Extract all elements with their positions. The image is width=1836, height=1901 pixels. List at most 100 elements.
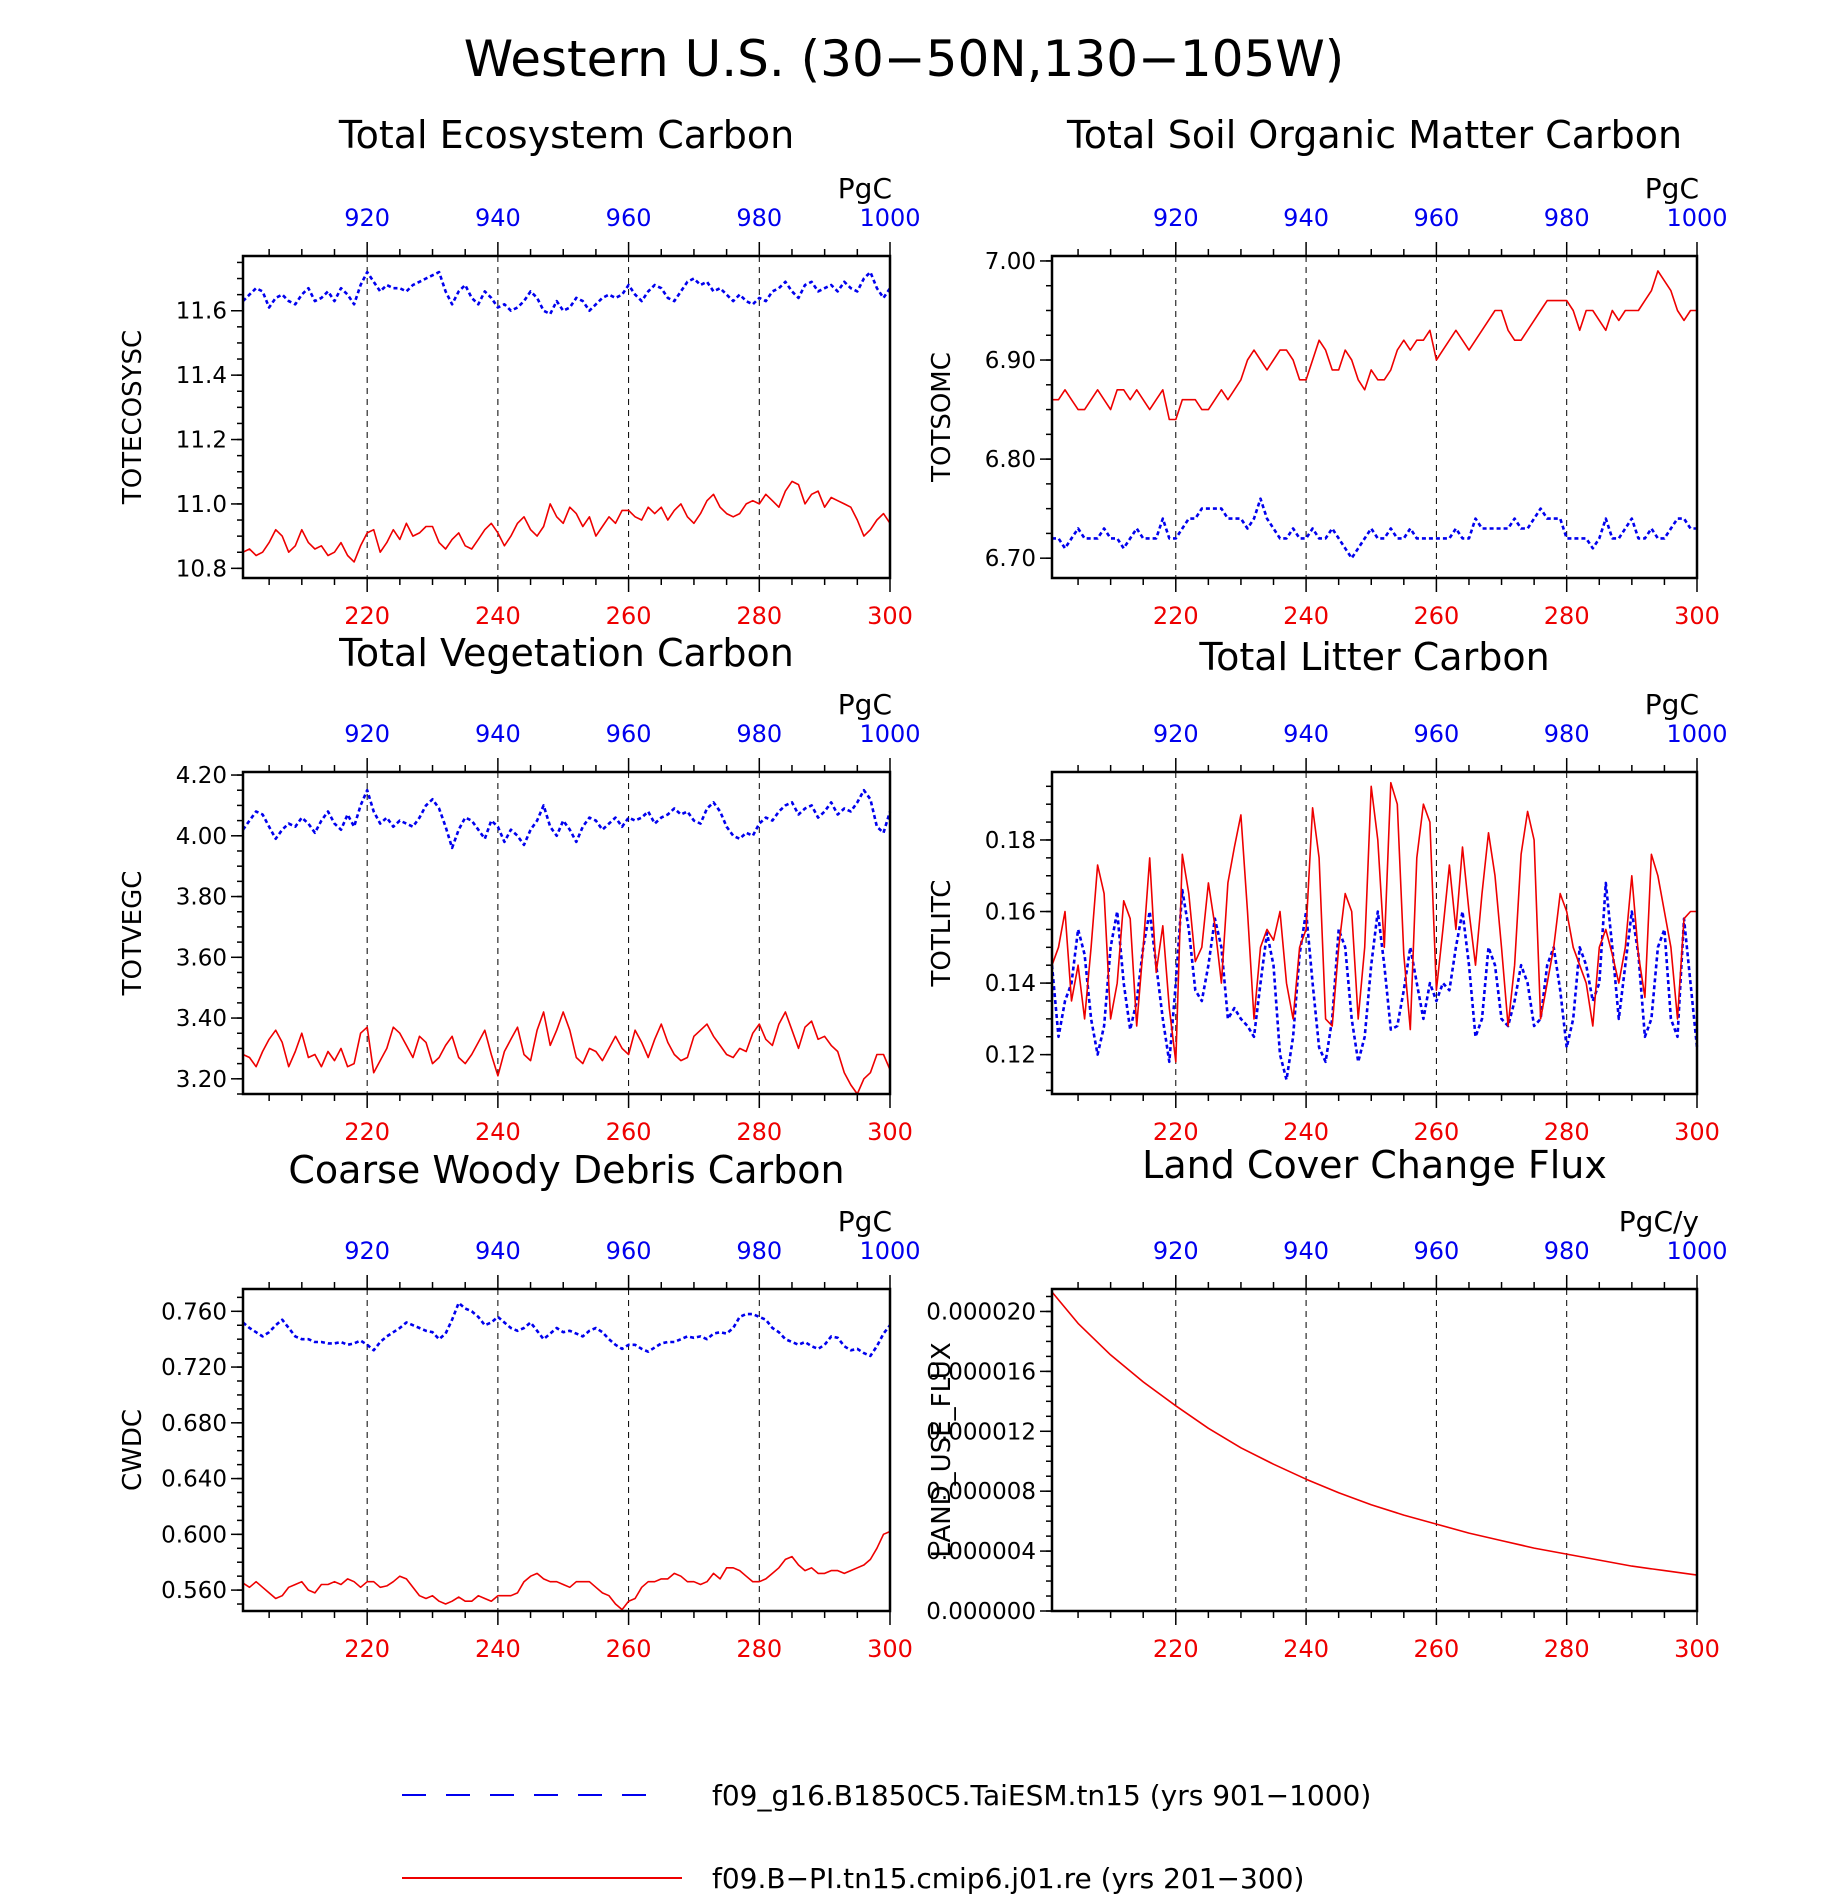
x-tick-label-bottom: 300 — [867, 1118, 913, 1146]
plot-frame — [241, 770, 892, 1096]
units-label: PgC/y — [1619, 1205, 1699, 1238]
figure-title: Western U.S. (30−50N,130−105W) — [464, 30, 1345, 88]
x-tick-label-bottom: 220 — [1153, 1635, 1199, 1663]
y-tick-label: 0.000012 — [926, 1419, 1036, 1445]
panel-5: Coarse Woody Debris Carbon PgC 220 240 260 28… — [118, 1148, 921, 1663]
x-tick-label-bottom: 220 — [1153, 1118, 1199, 1146]
x-tick-label-top: 1000 — [1666, 204, 1727, 232]
panel-title: Total Vegetation Carbon — [338, 631, 794, 675]
x-tick-label-top: 920 — [1153, 204, 1199, 232]
y-tick-label: 4.00 — [176, 824, 227, 850]
x-tick-label-bottom: 280 — [1544, 1118, 1590, 1146]
y-tick-label: 0.000020 — [926, 1299, 1036, 1325]
series-line-red — [1051, 1291, 1698, 1576]
y-tick-label: 0.760 — [161, 1299, 227, 1325]
x-tick-label-bottom: 220 — [344, 602, 390, 630]
x-tick-label-bottom: 240 — [1283, 602, 1329, 630]
x-tick-label-bottom: 300 — [867, 602, 913, 630]
plot-frame — [1050, 254, 1699, 580]
y-tick-label: 10.8 — [176, 556, 227, 582]
x-tick-label-top: 980 — [736, 1237, 782, 1265]
series-line-red — [1051, 781, 1697, 1063]
series-line-blue — [242, 1301, 892, 1358]
y-axis-label: TOTSOMC — [927, 352, 957, 483]
panel-3: Total Vegetation Carbon PgC 220 240 260 280 30… — [118, 631, 921, 1146]
series-line-red — [1052, 270, 1697, 421]
y-tick-label: 0.18 — [985, 828, 1036, 854]
x-tick-label-top: 960 — [1413, 204, 1459, 232]
x-tick-label-bottom: 220 — [1153, 602, 1199, 630]
x-tick-label-bottom: 240 — [1283, 1118, 1329, 1146]
x-tick-label-bottom: 260 — [606, 1635, 652, 1663]
y-tick-label: 0.640 — [161, 1467, 227, 1493]
y-tick-label: 0.000004 — [926, 1539, 1036, 1565]
series-line-blue — [1050, 881, 1699, 1081]
y-axis-label: TOTLITC — [927, 880, 957, 988]
panels: Total Ecosystem Carbon PgC 220 240 260 280 300… — [118, 113, 1728, 1663]
x-tick-label-top: 980 — [1544, 204, 1590, 232]
units-label: PgC — [838, 688, 892, 721]
y-tick-label: 0.000016 — [926, 1359, 1036, 1385]
x-tick-label-top: 1000 — [859, 204, 920, 232]
y-tick-label: 11.6 — [176, 299, 227, 325]
x-tick-label-top: 960 — [1413, 1237, 1459, 1265]
y-tick-label: 6.90 — [985, 348, 1036, 374]
x-tick-label-bottom: 280 — [736, 1118, 782, 1146]
y-tick-label: 0.720 — [161, 1355, 227, 1381]
y-tick-label: 4.20 — [176, 763, 227, 789]
x-tick-label-top: 980 — [736, 204, 782, 232]
series-line-blue — [1052, 497, 1697, 560]
plot-frame — [241, 254, 892, 580]
series-line-red — [242, 1011, 891, 1095]
y-tick-label: 3.20 — [176, 1067, 227, 1093]
y-tick-label: 3.80 — [176, 885, 227, 911]
panel-2: Total Soil Organic Matter Carbon PgC 220 24… — [927, 113, 1728, 630]
x-tick-label-top: 1000 — [859, 1237, 920, 1265]
x-tick-label-bottom: 240 — [1283, 1635, 1329, 1663]
y-tick-label: 0.560 — [161, 1578, 227, 1604]
x-tick-label-top: 940 — [475, 720, 521, 748]
x-tick-label-bottom: 280 — [1544, 1635, 1590, 1663]
y-tick-label: 0.680 — [161, 1411, 227, 1437]
y-tick-label: 0.16 — [985, 900, 1036, 926]
x-tick-label-bottom: 240 — [475, 1635, 521, 1663]
series-line-red — [242, 480, 891, 563]
x-tick-label-bottom: 260 — [606, 1118, 652, 1146]
legend-label-red: f09.B−PI.tn15.cmip6.j01.re (yrs 201−300) — [712, 1862, 1304, 1895]
x-tick-label-bottom: 220 — [344, 1118, 390, 1146]
x-tick-label-top: 940 — [1283, 1237, 1329, 1265]
x-tick-label-top: 920 — [344, 204, 390, 232]
y-axis-label: TOTVEGC — [118, 871, 148, 997]
y-tick-label: 0.600 — [161, 1522, 227, 1548]
units-label: PgC — [838, 172, 892, 205]
y-tick-label: 0.14 — [985, 971, 1036, 997]
y-tick-label: 0.000008 — [926, 1479, 1036, 1505]
y-tick-label: 3.60 — [176, 945, 227, 971]
x-tick-label-top: 980 — [736, 720, 782, 748]
units-label: PgC — [1645, 172, 1699, 205]
x-tick-label-top: 960 — [606, 720, 652, 748]
x-tick-label-top: 920 — [1153, 720, 1199, 748]
panel-title: Land Cover Change Flux — [1142, 1143, 1607, 1187]
y-axis-label: LAND_USE_FLUX — [927, 1342, 957, 1557]
x-tick-label-top: 940 — [1283, 204, 1329, 232]
x-tick-label-bottom: 260 — [1413, 1635, 1459, 1663]
y-axis-label: TOTECOSYSC — [118, 330, 148, 505]
y-tick-label: 6.70 — [985, 546, 1036, 572]
panel-title: Total Litter Carbon — [1198, 635, 1549, 679]
x-tick-label-top: 1000 — [1666, 720, 1727, 748]
panel-title: Coarse Woody Debris Carbon — [288, 1148, 844, 1192]
plot-frame — [241, 1287, 892, 1613]
x-tick-label-bottom: 280 — [736, 602, 782, 630]
x-tick-label-bottom: 240 — [475, 602, 521, 630]
y-tick-label: 11.2 — [176, 428, 227, 454]
x-tick-label-top: 920 — [344, 720, 390, 748]
panel-6: Land Cover Change Flux PgC/y 220 240 260 280 3… — [926, 1143, 1727, 1663]
x-tick-label-bottom: 300 — [1674, 602, 1720, 630]
panel-title: Total Ecosystem Carbon — [338, 113, 794, 157]
x-tick-label-bottom: 300 — [1674, 1118, 1720, 1146]
x-tick-label-bottom: 240 — [475, 1118, 521, 1146]
units-label: PgC — [1645, 688, 1699, 721]
series-line-blue — [242, 270, 892, 316]
